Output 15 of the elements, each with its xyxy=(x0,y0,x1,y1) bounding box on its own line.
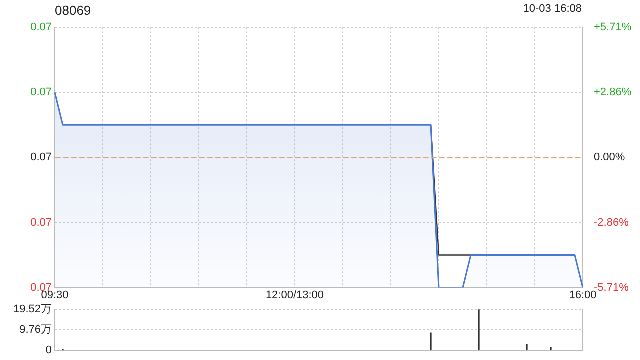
chart-title: 08069 xyxy=(55,3,92,18)
y2-tick-label: 0.00% xyxy=(594,152,626,164)
y-tick-label: 0.07 xyxy=(30,22,52,34)
y-tick-label: 0 xyxy=(46,344,52,356)
y-tick-label: 19.52万 xyxy=(13,304,52,316)
text: 10-03 16:08 xyxy=(523,3,582,15)
y-tick-label: 0.07 xyxy=(30,216,52,229)
y-tick-label: 0.07 xyxy=(30,152,52,164)
y2-tick-label: +5.71% xyxy=(594,22,632,34)
y-tick-label: 9.76万 xyxy=(20,324,52,336)
x-tick-label: 12:00/13:00 xyxy=(266,289,324,302)
y2-tick-label: +2.86% xyxy=(594,86,632,99)
y-tick-label: 0.07 xyxy=(30,86,52,99)
y2-tick-label: -2.86% xyxy=(594,216,630,229)
x-tick-label: 16:00 xyxy=(569,289,597,302)
